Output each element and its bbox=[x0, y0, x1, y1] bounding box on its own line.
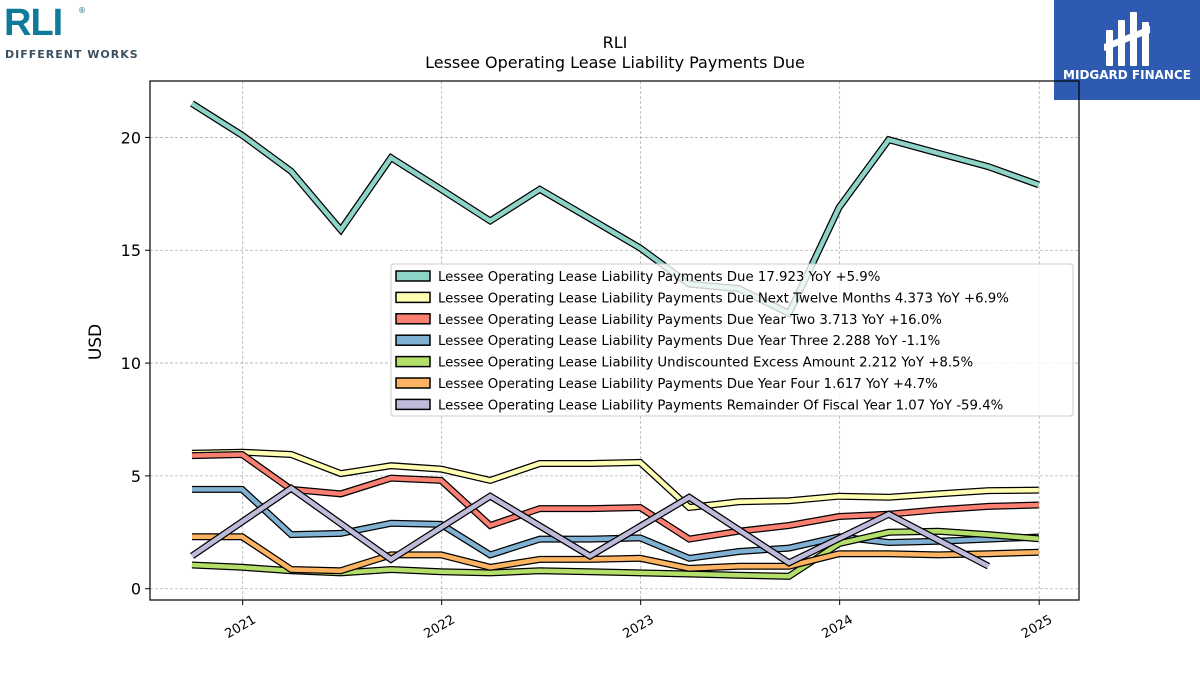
chart-lines bbox=[190, 100, 1040, 580]
x-tick-label: 2021 bbox=[223, 612, 259, 642]
y-axis-label: USD bbox=[86, 324, 106, 360]
series-line bbox=[191, 452, 1039, 542]
x-tick-label: 2022 bbox=[422, 612, 458, 642]
series-line bbox=[191, 449, 1039, 510]
y-tick-label: 15 bbox=[121, 241, 141, 260]
legend-swatch bbox=[395, 377, 431, 389]
rli-logo-wordmark: RLI bbox=[4, 2, 63, 44]
legend-entry-label: Lessee Operating Lease Liability Payment… bbox=[438, 377, 938, 392]
series-line bbox=[190, 485, 990, 569]
plot-area-frame bbox=[149, 80, 1080, 601]
x-tick-label: 2025 bbox=[1019, 612, 1055, 642]
legend-box bbox=[390, 263, 1074, 417]
legend-entry-label: Lessee Operating Lease Liability Payment… bbox=[438, 270, 880, 285]
chart-subtitle: Lessee Operating Lease Liability Payment… bbox=[425, 53, 805, 72]
legend-entry-label: Lessee Operating Lease Liability Payment… bbox=[438, 398, 1003, 413]
midgard-finance-logo: MIDGARD FINANCE bbox=[1054, 0, 1200, 100]
legend-swatch bbox=[395, 270, 431, 282]
rli-logo-registered-mark: ® bbox=[78, 6, 86, 15]
y-tick-label: 20 bbox=[121, 128, 141, 147]
legend-swatch bbox=[395, 334, 431, 346]
legend-swatch bbox=[395, 355, 431, 368]
legend-entry-label: Lessee Operating Lease Liability Payment… bbox=[438, 291, 1009, 306]
series-line bbox=[192, 534, 1039, 573]
legend-entry-label: Lessee Operating Lease Liability Undisco… bbox=[438, 356, 973, 371]
rli-logo: RLI ® DIFFERENT WORKS bbox=[4, 2, 144, 62]
legend-entry-label: Lessee Operating Lease Liability Payment… bbox=[438, 334, 940, 349]
legend-swatch bbox=[395, 398, 431, 411]
y-tick-label: 0 bbox=[131, 580, 141, 599]
legend-swatch bbox=[395, 313, 431, 325]
series-line-outline bbox=[191, 448, 1039, 512]
legend-entry-label: Lessee Operating Lease Liability Payment… bbox=[438, 313, 942, 328]
series-line bbox=[190, 101, 1040, 317]
chart-title: RLI bbox=[603, 33, 628, 52]
x-tick-label: 2024 bbox=[820, 612, 856, 642]
x-tick-label: 2023 bbox=[621, 612, 657, 642]
legend-swatch bbox=[395, 291, 431, 304]
chart-legend: Lessee Operating Lease Liability Payment… bbox=[390, 263, 1074, 417]
y-tick-label: 5 bbox=[131, 467, 141, 486]
rli-logo-tagline: DIFFERENT WORKS bbox=[5, 48, 139, 61]
y-tick-label: 10 bbox=[121, 354, 141, 373]
midgard-finance-emblem-icon bbox=[1104, 12, 1150, 66]
midgard-finance-name: MIDGARD FINANCE bbox=[1063, 68, 1191, 82]
